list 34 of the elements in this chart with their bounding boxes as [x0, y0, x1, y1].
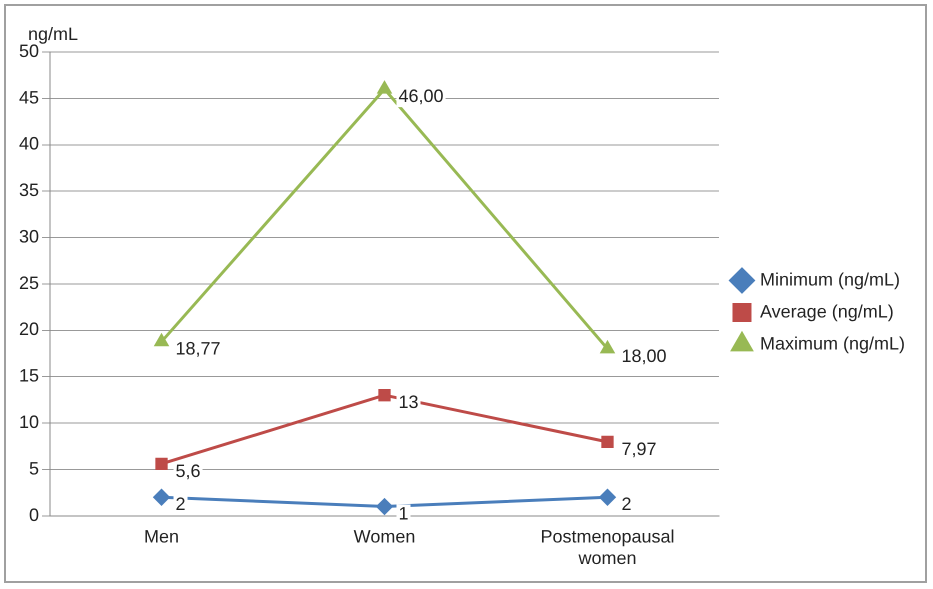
- data-label: 13: [398, 392, 419, 412]
- point: [155, 458, 168, 470]
- point: [376, 498, 393, 516]
- point: [600, 340, 615, 354]
- data-label: 1: [398, 503, 409, 524]
- x-tick-label: Postmenopausal women: [540, 526, 675, 568]
- point: [153, 488, 170, 506]
- data-label: 46,00: [398, 86, 444, 106]
- x-tick-label: Men: [144, 526, 180, 547]
- point: [154, 333, 169, 346]
- y-tick-label: 0: [29, 504, 40, 525]
- y-tick-label: 20: [18, 319, 40, 340]
- y-tick-label: 35: [18, 180, 40, 200]
- y-tick-label: 5: [29, 458, 40, 478]
- y-tick-label: 15: [18, 366, 40, 386]
- point: [377, 80, 392, 94]
- point: [378, 389, 391, 402]
- y-tick-label: 25: [18, 272, 40, 293]
- x-tick-label: Women: [354, 526, 416, 547]
- data-label: 7,97: [621, 438, 657, 459]
- legend-label: Maximum (ng/mL): [760, 333, 906, 354]
- y-tick-label: 45: [18, 87, 40, 108]
- data-label: 5,6: [176, 460, 201, 481]
- y-tick-label: 40: [18, 134, 40, 154]
- point: [598, 488, 616, 506]
- data-label: 2: [621, 494, 632, 514]
- y-tick-label: 30: [18, 226, 40, 246]
- y-tick-label: 10: [18, 412, 40, 432]
- legend-label: Minimum (ng/mL): [760, 269, 900, 290]
- legend-label: Average (ng/mL): [760, 301, 894, 322]
- point: [601, 436, 614, 448]
- data-label: 18,77: [176, 338, 221, 359]
- data-label: 18,00: [621, 346, 667, 366]
- data-label: 2: [176, 494, 186, 514]
